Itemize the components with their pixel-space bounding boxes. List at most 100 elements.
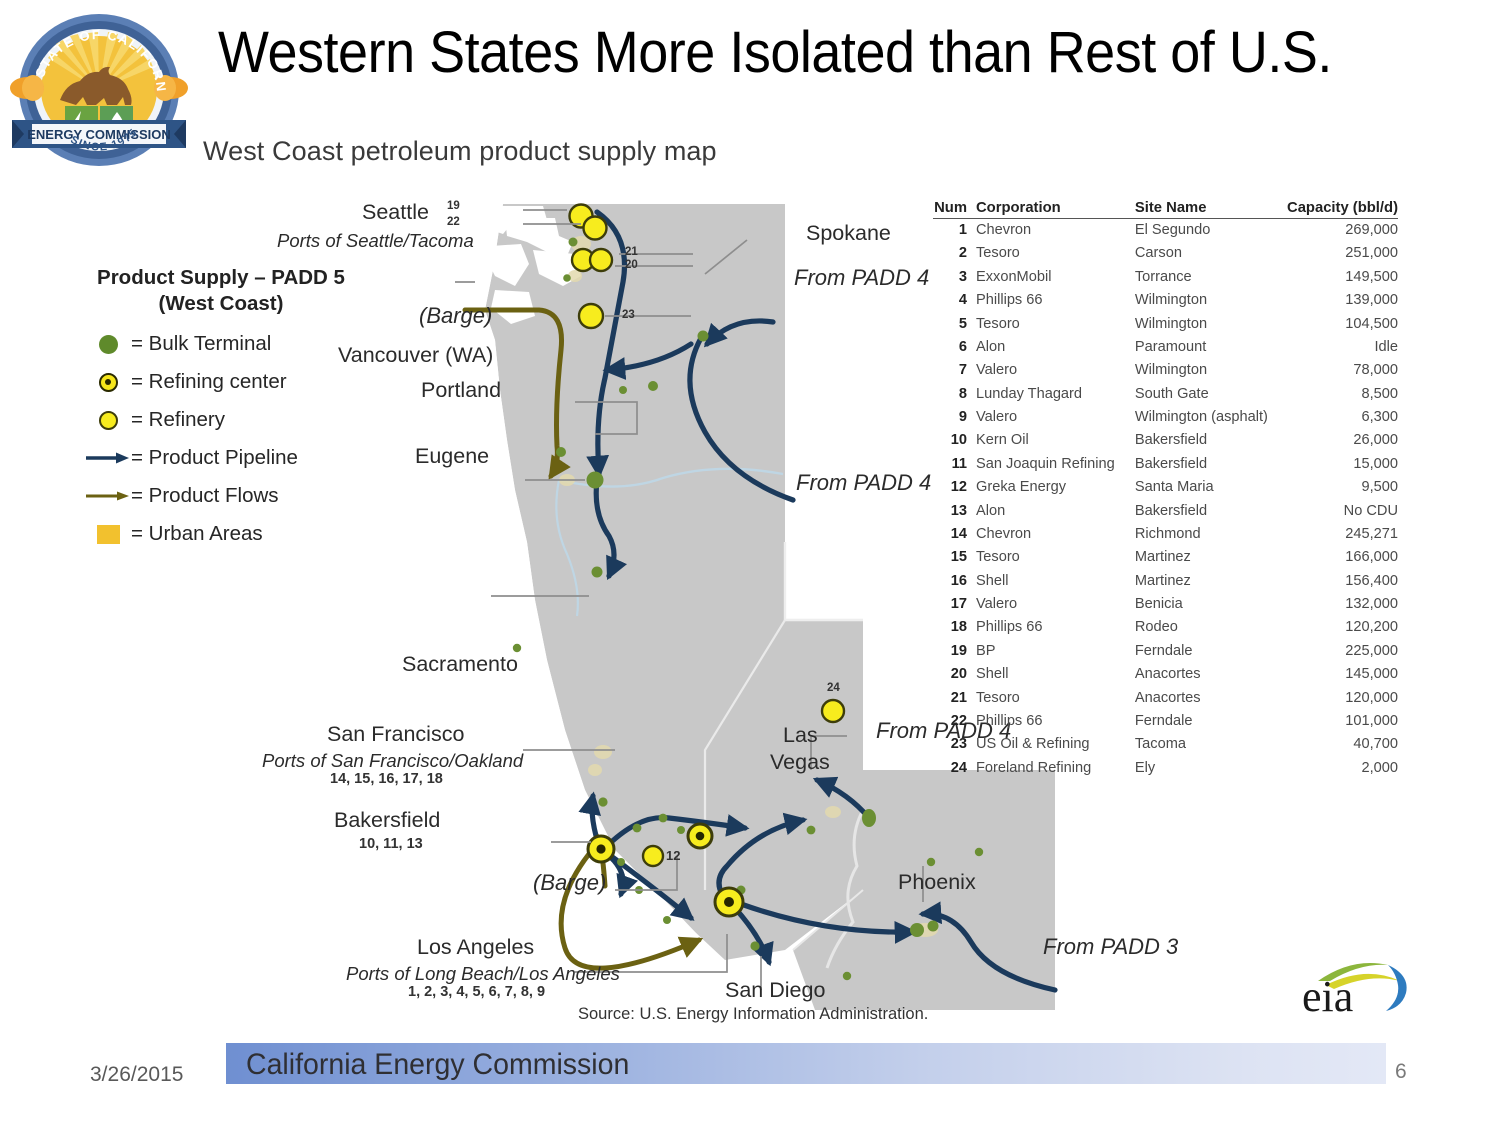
cell-num: 2 bbox=[958, 245, 967, 262]
cell-num: 8 bbox=[958, 385, 967, 402]
cell-num: 9 bbox=[958, 409, 967, 425]
cell-num: 22 bbox=[950, 712, 967, 729]
table-row: 2 Tesoro Carson 251,000 bbox=[933, 242, 1398, 265]
cell-capacity: 104,500 bbox=[1345, 315, 1398, 332]
cell-num: 10 bbox=[950, 432, 967, 449]
cell-num: 12 bbox=[950, 479, 967, 496]
eia-logo-text: eia bbox=[1302, 972, 1353, 1017]
cell-num: 5 bbox=[958, 315, 967, 332]
map-label-barge-north: (Barge) bbox=[419, 303, 493, 328]
cell-site-name: Ferndale bbox=[1134, 642, 1193, 659]
cell-num: 19 bbox=[950, 642, 967, 659]
cell-capacity: Idle bbox=[1374, 338, 1398, 355]
green-filled-circle-icon bbox=[85, 334, 131, 354]
marker-number-20: 20 bbox=[625, 259, 638, 271]
column-header-corporation: Corporation bbox=[967, 200, 1126, 219]
table-row: 6 Alon Paramount Idle bbox=[933, 336, 1398, 359]
footer-bar bbox=[226, 1043, 1386, 1084]
yellow-hollow-circle-icon bbox=[85, 410, 131, 430]
cell-corporation: Greka Energy bbox=[976, 479, 1067, 496]
map-label-from-padd-4-mid: From PADD 4 bbox=[796, 470, 932, 495]
legend-label: = Refinery bbox=[131, 408, 226, 432]
column-header-site-name: Site Name bbox=[1125, 200, 1279, 219]
table-row: 14 Chevron Richmond 245,271 bbox=[933, 523, 1398, 546]
cell-capacity: 120,200 bbox=[1345, 619, 1398, 636]
cell-capacity: 132,000 bbox=[1345, 596, 1398, 612]
cell-capacity: 15,000 bbox=[1353, 455, 1398, 472]
cell-num: 6 bbox=[958, 338, 967, 355]
marker-number-21: 21 bbox=[625, 246, 638, 258]
olive-arrow-icon bbox=[85, 489, 131, 503]
table-row: 4 Phillips 66 Wilmington 139,000 bbox=[933, 289, 1398, 312]
map-label-ports-sf-oakland: Ports of San Francisco/Oakland bbox=[262, 750, 524, 771]
map-label-from-padd-4-north: From PADD 4 bbox=[794, 265, 930, 290]
california-energy-commission-seal: ENERGY COMMISSION STATE OF CALIFORNIA SI… bbox=[3, 0, 190, 178]
table-row: 22 Phillips 66 Ferndale 101,000 bbox=[933, 710, 1398, 733]
cell-site-name: Carson bbox=[1134, 245, 1182, 262]
cell-capacity: 166,000 bbox=[1345, 549, 1398, 566]
cell-capacity: 225,000 bbox=[1345, 642, 1398, 659]
marker-number-24: 24 bbox=[827, 682, 840, 694]
refinery-marker-23 bbox=[577, 302, 605, 330]
cell-capacity: 269,000 bbox=[1345, 222, 1398, 238]
cell-site-name: Wilmington bbox=[1134, 362, 1208, 379]
cell-num: 14 bbox=[950, 525, 967, 542]
map-label-los-angeles: Los Angeles bbox=[417, 935, 535, 959]
table-row: 9 Valero Wilmington (asphalt) 6,300 bbox=[933, 406, 1398, 429]
yellow-square-icon bbox=[85, 524, 131, 544]
cell-corporation: US Oil & Refining bbox=[976, 736, 1090, 753]
cell-num: 17 bbox=[950, 596, 967, 612]
cell-num: 20 bbox=[950, 666, 967, 683]
legend-label: = Product Flows bbox=[131, 484, 279, 508]
table-row: 1 Chevron El Segundo 269,000 bbox=[933, 219, 1398, 243]
table-row: 8 Lunday Thagard South Gate 8,500 bbox=[933, 383, 1398, 406]
map-label-san-diego: San Diego bbox=[725, 978, 826, 1002]
refinery-marker-24 bbox=[820, 698, 846, 724]
cell-corporation: Valero bbox=[976, 409, 1018, 425]
legend-item-refinery: = Refinery bbox=[85, 401, 385, 439]
cell-site-name: Rodeo bbox=[1134, 619, 1178, 636]
slide-date: 3/26/2015 bbox=[90, 1063, 184, 1086]
seal-banner-text: ENERGY COMMISSION bbox=[27, 127, 171, 142]
cell-num: 18 bbox=[950, 619, 967, 636]
refinery-capacity-table: Num Corporation Site Name Capacity (bbl/… bbox=[933, 200, 1398, 780]
legend-item-urban-areas: = Urban Areas bbox=[85, 515, 385, 553]
cell-num: 1 bbox=[958, 222, 967, 238]
cell-num: 11 bbox=[951, 455, 967, 472]
cell-corporation: Phillips 66 bbox=[976, 712, 1043, 729]
page-number: 6 bbox=[1395, 1060, 1407, 1083]
cell-corporation: Lunday Thagard bbox=[976, 385, 1083, 402]
map-label-ports-seattle-tacoma: Ports of Seattle/Tacoma bbox=[277, 230, 474, 251]
map-label-barge-south: (Barge) bbox=[533, 870, 607, 895]
table-row: 18 Phillips 66 Rodeo 120,200 bbox=[933, 616, 1398, 639]
marker-number-23: 23 bbox=[622, 309, 635, 321]
yellow-circle-with-dot-icon bbox=[85, 372, 131, 392]
cell-site-name: Wilmington (asphalt) bbox=[1134, 409, 1268, 425]
cell-num: 24 bbox=[950, 759, 967, 776]
cell-capacity: 8,500 bbox=[1361, 385, 1398, 402]
table-row: 15 Tesoro Martinez 166,000 bbox=[933, 546, 1398, 569]
cell-capacity: 251,000 bbox=[1345, 245, 1398, 262]
map-label-san-francisco: San Francisco bbox=[327, 722, 465, 746]
cell-num: 16 bbox=[950, 572, 967, 589]
cell-corporation: Chevron bbox=[976, 222, 1032, 238]
map-label-seattle: Seattle bbox=[362, 200, 429, 224]
cell-capacity: 245,271 bbox=[1345, 525, 1398, 542]
cell-corporation: Tesoro bbox=[976, 549, 1020, 566]
cell-corporation: San Joaquin Refining bbox=[976, 455, 1115, 472]
cell-capacity: 101,000 bbox=[1345, 712, 1398, 729]
map-label-las-vegas-line1: Las bbox=[783, 723, 818, 747]
map-label-from-padd-3: From PADD 3 bbox=[1043, 934, 1179, 959]
map-label-ports-long-beach-la: Ports of Long Beach/Los Angeles bbox=[346, 963, 620, 984]
cell-corporation: Chevron bbox=[976, 525, 1032, 542]
cell-num: 4 bbox=[958, 292, 967, 309]
table-row: 13 Alon Bakersfield No CDU bbox=[933, 500, 1398, 523]
cell-corporation: Tesoro bbox=[976, 245, 1020, 262]
table-row: 12 Greka Energy Santa Maria 9,500 bbox=[933, 476, 1398, 499]
table-row: 21 Tesoro Anacortes 120,000 bbox=[933, 687, 1398, 710]
map-label-eugene: Eugene bbox=[415, 444, 490, 468]
table-row: 23 US Oil & Refining Tacoma 40,700 bbox=[933, 733, 1398, 756]
column-header-num: Num bbox=[933, 200, 967, 219]
cell-capacity: 139,000 bbox=[1345, 292, 1398, 309]
cell-corporation: BP bbox=[976, 642, 996, 659]
